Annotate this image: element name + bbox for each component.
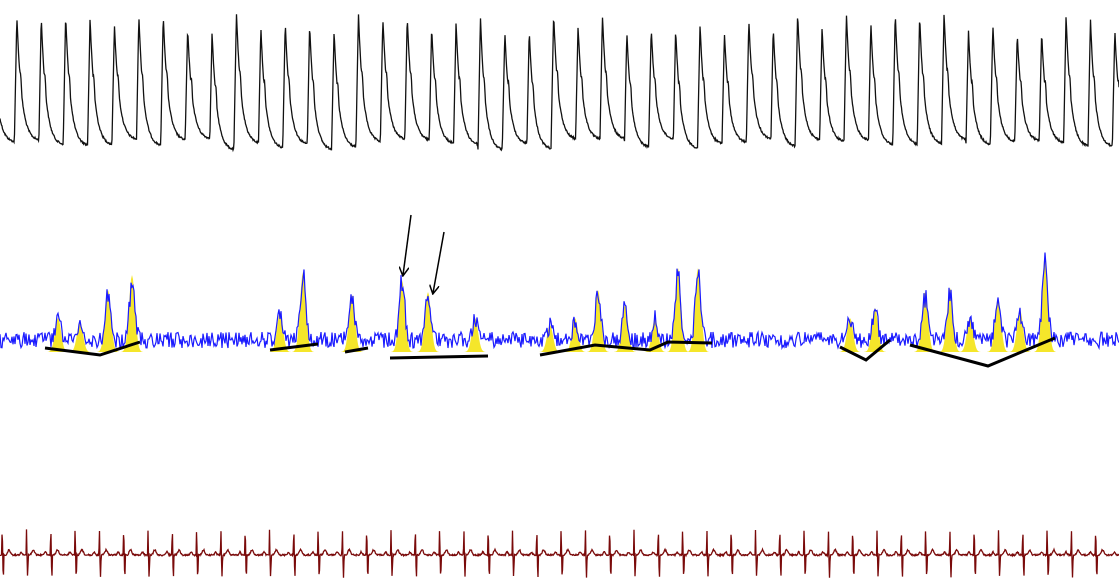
baseline <box>269 342 319 352</box>
peak-fill <box>564 318 586 352</box>
peak-fill <box>914 292 936 352</box>
peak-fill <box>69 322 91 352</box>
baseline <box>909 336 1056 368</box>
baseline <box>389 354 489 360</box>
peak-fill <box>614 305 636 352</box>
peak-fill <box>864 308 886 352</box>
peak-fill <box>341 295 363 352</box>
baseline <box>839 338 891 362</box>
baseline <box>44 340 141 357</box>
peak-fill <box>839 318 861 352</box>
top-trace <box>0 14 1119 153</box>
peak-fill <box>587 290 609 352</box>
bottom-trace <box>0 529 1119 578</box>
middle-trace <box>0 252 1119 368</box>
peak-fill <box>687 268 709 352</box>
waveform <box>0 14 1119 153</box>
arrow <box>403 214 412 275</box>
peak-fill <box>269 312 291 352</box>
peak-fill <box>1009 310 1031 352</box>
arrow <box>433 231 445 293</box>
peak-fill <box>97 290 119 352</box>
peak-fill <box>987 298 1009 352</box>
peak-fill <box>667 268 689 352</box>
peak-fill <box>47 318 69 352</box>
peak-fill <box>1034 255 1056 352</box>
peak-fill <box>939 288 961 352</box>
peak-fill <box>391 280 413 352</box>
peak-fill <box>417 292 439 352</box>
peak-fill <box>644 318 666 352</box>
waveform <box>0 529 1119 578</box>
peak-fill <box>464 318 486 352</box>
peak-fill <box>292 272 314 352</box>
baseline <box>539 340 713 357</box>
waveform <box>0 252 1119 351</box>
baseline <box>344 346 369 354</box>
peak-fill <box>121 275 143 352</box>
peak-fill <box>539 325 561 352</box>
peak-fill <box>959 318 981 352</box>
